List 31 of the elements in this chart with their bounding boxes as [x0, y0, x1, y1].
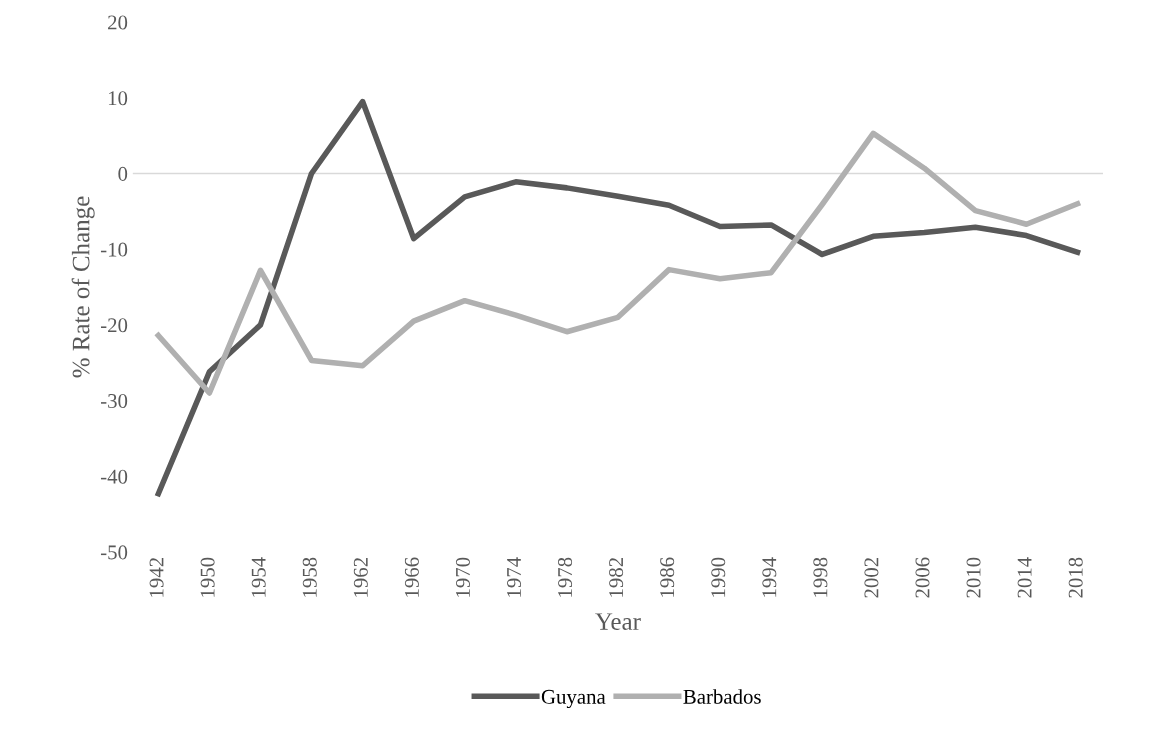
x-tick-label: 2006: [915, 557, 930, 598]
y-tick-label: -20: [100, 318, 128, 333]
x-tick-label: 1970: [455, 557, 470, 597]
x-tick-label: 1958: [302, 557, 317, 597]
y-tick-label: -10: [100, 242, 128, 257]
x-tick-label: 1954: [251, 557, 266, 597]
legend-label: Barbados: [683, 689, 761, 704]
x-tick-label: 1982: [609, 558, 624, 597]
y-tick-label: -30: [100, 393, 128, 409]
y-tick-label: -40: [100, 469, 128, 484]
x-tick-label: 1962: [353, 558, 368, 597]
x-tick-label: 1986: [660, 557, 675, 597]
x-tick-label: 1974: [507, 557, 522, 597]
y-tick-label: 20: [108, 15, 128, 30]
x-tick-label: 1978: [558, 557, 573, 597]
x-tick-label: 1966: [404, 557, 419, 597]
y-axis-title: % Rate of Change: [71, 196, 95, 378]
y-tick-label: -50: [100, 545, 128, 560]
y-tick-label: 10: [108, 91, 128, 106]
x-axis-title: Year: [595, 613, 641, 631]
y-tick-label: 0: [118, 166, 128, 181]
x-tick-label: 2018: [1068, 557, 1083, 598]
x-tick-label: 2010: [966, 557, 981, 598]
x-tick-label: 1950: [200, 557, 215, 597]
x-tick-label: 1994: [762, 557, 777, 597]
x-tick-label: 1942: [149, 558, 164, 597]
x-tick-label: 2002: [864, 558, 879, 598]
legend-label: Guyana: [541, 689, 606, 709]
x-tick-label: 1998: [813, 557, 828, 597]
x-tick-label: 1990: [711, 557, 726, 597]
x-tick-label: 2014: [1017, 557, 1032, 598]
